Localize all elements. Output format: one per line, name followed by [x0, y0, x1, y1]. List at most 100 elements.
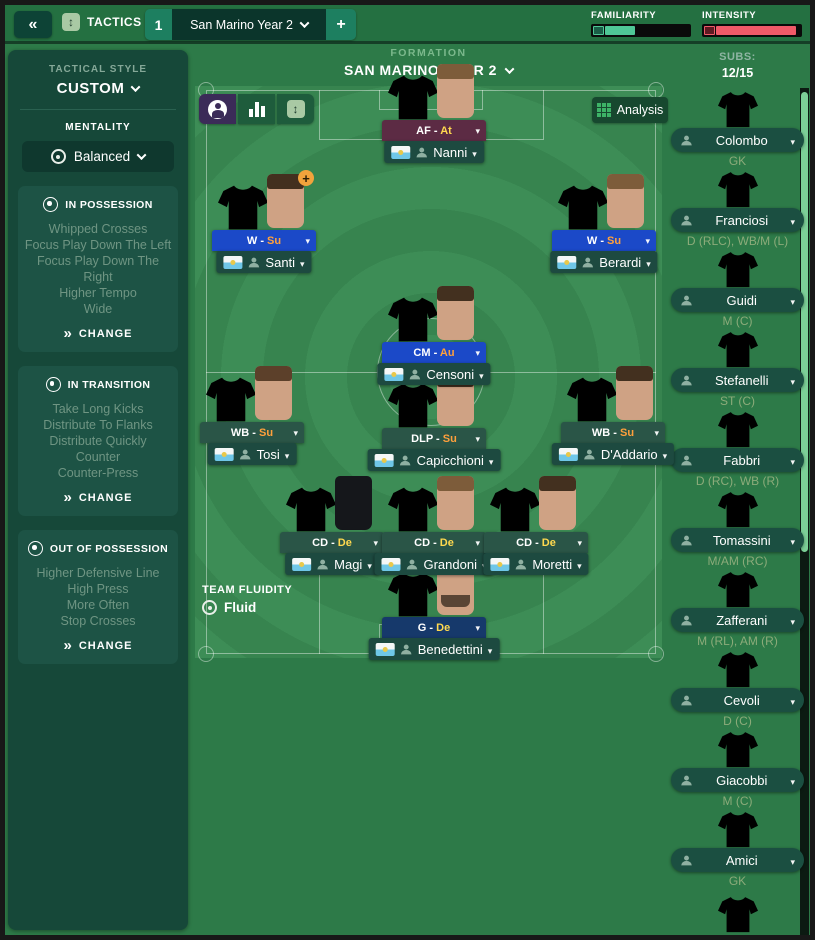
caret-down-icon [790, 453, 795, 468]
intensity-fill [716, 26, 796, 35]
sub-player-dropdown[interactable]: Zafferani [671, 608, 804, 632]
tactics-section-header: ↕ TACTICS [62, 13, 142, 31]
player-dropdown[interactable]: Capicchioni [367, 449, 501, 471]
tactic-selector[interactable]: 1 San Marino Year 2 + [145, 9, 356, 40]
player-photo [212, 170, 316, 230]
shirt-icon [715, 650, 761, 690]
role-dropdown[interactable]: CDDe [382, 532, 486, 553]
mentality-dropdown[interactable]: Balanced [22, 141, 174, 172]
person-icon [239, 448, 252, 461]
shirt-icon [715, 250, 761, 290]
pitch-player-berardi: WSu Berardi [550, 174, 658, 273]
role-dropdown[interactable]: CDDe [280, 532, 384, 553]
player-dropdown[interactable]: Censoni [377, 363, 491, 385]
sub-player-dropdown[interactable]: Amici [671, 848, 804, 872]
sub-position: GK [728, 154, 747, 168]
role-dropdown[interactable]: WSu [212, 230, 316, 251]
double-chevron-icon: » [63, 325, 73, 342]
scrollbar-thumb[interactable] [801, 92, 808, 552]
role-label: DLP [411, 433, 443, 445]
caret-down-icon [790, 133, 795, 148]
role-dropdown[interactable]: WBSu [561, 422, 665, 443]
role-dropdown[interactable]: WSu [552, 230, 656, 251]
sub-player-dropdown[interactable]: Fabbri [671, 448, 804, 472]
sub-player-dropdown[interactable]: Franciosi [671, 208, 804, 232]
player-face [437, 476, 474, 530]
san-marino-flag-icon [490, 557, 510, 571]
player-view-button[interactable] [199, 94, 236, 124]
shirt-icon [715, 490, 761, 530]
player-name: Santi [265, 254, 296, 270]
role-dropdown[interactable]: DLPSu [382, 428, 486, 449]
player-photo [382, 372, 486, 428]
role-dropdown[interactable]: WBSu [200, 422, 304, 443]
in-transition-change-button[interactable]: » CHANGE [24, 490, 172, 505]
player-dropdown[interactable]: Moretti [483, 553, 589, 575]
player-photo [382, 476, 486, 532]
pitch-player-daddario: WBSu D'Addario [551, 366, 675, 465]
add-tactic-button[interactable]: + [326, 9, 356, 40]
corner-arc [648, 82, 664, 98]
sub-player-dropdown[interactable]: Tomassini [671, 528, 804, 552]
person-icon [680, 214, 693, 227]
chevron-down-icon [504, 63, 515, 74]
stats-view-button[interactable] [238, 94, 275, 124]
change-label: CHANGE [78, 328, 133, 340]
sub-name: Colombo [715, 132, 768, 148]
san-marino-flag-icon [292, 557, 312, 571]
caret-down-icon [790, 533, 795, 548]
sub-position: GK [728, 874, 747, 888]
in-possession-change-button[interactable]: » CHANGE [24, 325, 172, 342]
person-icon [247, 256, 260, 269]
sub-player-dropdown[interactable]: Colombo [671, 128, 804, 152]
role-dropdown[interactable]: CDDe [484, 532, 588, 553]
duty-label: Su [442, 432, 457, 445]
shirt-icon [715, 730, 761, 770]
person-icon [680, 854, 693, 867]
instruction: More Often [66, 598, 130, 612]
caret-down-icon [489, 453, 494, 468]
role-label: WB [592, 427, 620, 439]
player-dropdown[interactable]: Berardi [550, 251, 658, 273]
caret-down-icon [790, 853, 795, 868]
player-dropdown[interactable]: Grandoni [374, 553, 494, 575]
role-dropdown[interactable]: AFAt [382, 120, 486, 141]
player-dropdown[interactable]: Santi [216, 251, 312, 273]
mentality-icon [50, 149, 66, 164]
sub-player-dropdown[interactable]: Stefanelli [671, 368, 804, 392]
player-name: Nanni [433, 144, 468, 160]
tactic-name-dropdown[interactable]: San Marino Year 2 [172, 9, 326, 40]
in-transition-title: IN TRANSITION [24, 377, 172, 392]
caret-down-icon [663, 447, 668, 462]
caret-down-icon [645, 235, 650, 247]
familiarity-kit-icon [593, 26, 604, 35]
sub-player-dropdown[interactable]: Cevoli [671, 688, 804, 712]
player-dropdown[interactable]: Nanni [384, 141, 484, 163]
team-fluidity: TEAM FLUIDITY Fluid [202, 584, 292, 615]
tactic-slot-number[interactable]: 1 [145, 9, 172, 40]
sub-player-dropdown[interactable]: Guidi [671, 288, 804, 312]
analysis-button[interactable]: Analysis [592, 97, 668, 123]
person-icon [408, 368, 421, 381]
subs-scrollbar[interactable] [800, 88, 809, 935]
gk-shirt-icon [715, 810, 761, 850]
back-button[interactable]: « [14, 11, 52, 38]
pitch-view-button[interactable]: ↕ [277, 94, 314, 124]
fluidity-icon [202, 600, 217, 615]
player-dropdown[interactable]: Benedettini [368, 638, 500, 660]
caret-down-icon [577, 537, 582, 549]
player-dropdown[interactable]: Tosi [207, 443, 297, 465]
shirt-icon [554, 183, 612, 233]
pitch-player-moretti: CDDe Moretti [483, 476, 589, 575]
out-of-possession-change-button[interactable]: » CHANGE [24, 638, 172, 653]
role-dropdown[interactable]: CMAu [382, 342, 486, 363]
player-dropdown[interactable]: D'Addario [551, 443, 675, 465]
caret-down-icon [790, 293, 795, 308]
tactical-style-dropdown[interactable]: CUSTOM [16, 80, 180, 97]
role-dropdown[interactable]: GDe [382, 617, 486, 638]
san-marino-flag-icon [391, 145, 411, 159]
person-icon [399, 454, 412, 467]
player-dropdown[interactable]: Magi [285, 553, 379, 575]
sub-player-dropdown[interactable]: Giacobbi [671, 768, 804, 792]
person-icon [680, 134, 693, 147]
